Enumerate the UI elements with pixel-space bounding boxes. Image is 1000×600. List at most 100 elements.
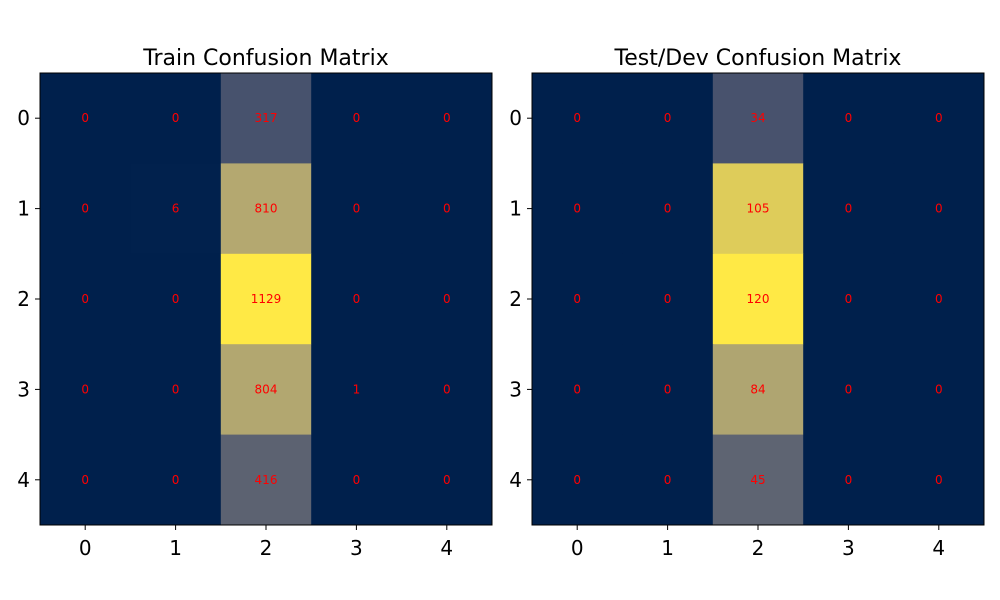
cell-value-label: 1129 bbox=[251, 292, 282, 306]
cell-value-label: 0 bbox=[81, 292, 89, 306]
x-tick-label: 0 bbox=[79, 536, 92, 560]
cell-value-label: 1 bbox=[353, 382, 361, 396]
heatmap-cell bbox=[803, 434, 895, 526]
heatmap-cell bbox=[401, 253, 493, 345]
heatmap-cell bbox=[220, 73, 312, 164]
cell-value-label: 0 bbox=[443, 292, 451, 306]
cell-value-label: 0 bbox=[664, 473, 672, 487]
cell-value-label: 0 bbox=[845, 111, 853, 125]
x-tick-label: 3 bbox=[842, 536, 855, 560]
heatmap-cell bbox=[622, 253, 714, 345]
x-tick-label: 4 bbox=[440, 536, 453, 560]
cell-value-label: 0 bbox=[935, 473, 943, 487]
heatmap-cell bbox=[130, 253, 222, 345]
cell-value-label: 0 bbox=[573, 202, 581, 216]
heatmap-cell bbox=[712, 434, 804, 526]
cell-value-label: 105 bbox=[747, 202, 770, 216]
cell-value-label: 45 bbox=[750, 473, 765, 487]
heatmap-cells bbox=[40, 73, 493, 526]
cell-value-label: 0 bbox=[353, 473, 361, 487]
cell-value-label: 0 bbox=[935, 292, 943, 306]
cell-value-label: 0 bbox=[81, 473, 89, 487]
heatmap-cell bbox=[893, 253, 985, 345]
chart-title: Train Confusion Matrix bbox=[142, 46, 388, 71]
heatmap-cell bbox=[220, 163, 312, 255]
cell-value-label: 0 bbox=[81, 111, 89, 125]
x-tick-label: 4 bbox=[932, 536, 945, 560]
cell-value-label: 0 bbox=[664, 292, 672, 306]
cell-value-label: 0 bbox=[172, 292, 180, 306]
cell-value-label: 0 bbox=[573, 382, 581, 396]
chart-title: Test/Dev Confusion Matrix bbox=[614, 46, 902, 71]
heatmap-cell bbox=[130, 434, 222, 526]
y-tick-label: 1 bbox=[17, 197, 30, 221]
y-tick-label: 2 bbox=[509, 287, 522, 311]
heatmap-cells bbox=[532, 73, 985, 526]
heatmap-cell bbox=[532, 163, 623, 255]
cell-value-label: 0 bbox=[81, 202, 89, 216]
cell-value-label: 416 bbox=[255, 473, 278, 487]
cell-value-label: 0 bbox=[172, 382, 180, 396]
cell-annotations: 0 0 317 0 0 0 6 810 0 0 0 0 1129 0 0 0 0 804 1 0 0 0 416 0 0 bbox=[81, 111, 450, 487]
heatmap-cell bbox=[532, 344, 623, 436]
cell-value-label: 0 bbox=[443, 382, 451, 396]
cell-value-label: 0 bbox=[172, 473, 180, 487]
heatmap-cell bbox=[532, 253, 623, 345]
heatmap-cell bbox=[803, 344, 895, 436]
cell-value-label: 810 bbox=[255, 202, 278, 216]
y-tick-label: 3 bbox=[509, 377, 522, 401]
heatmap-cell bbox=[220, 253, 312, 345]
heatmap-cell bbox=[130, 73, 222, 164]
y-axis-ticks: 0 1 2 3 4 bbox=[509, 106, 532, 492]
cell-value-label: 0 bbox=[935, 382, 943, 396]
heatmap-cell bbox=[40, 344, 131, 436]
cell-value-label: 0 bbox=[353, 202, 361, 216]
cell-value-label: 0 bbox=[935, 202, 943, 216]
y-tick-label: 0 bbox=[509, 106, 522, 130]
heatmap-cell bbox=[803, 73, 895, 164]
heatmap-cell bbox=[622, 73, 714, 164]
cell-value-label: 120 bbox=[747, 292, 770, 306]
cell-value-label: 0 bbox=[935, 111, 943, 125]
heatmap-cell bbox=[311, 73, 403, 164]
x-tick-label: 3 bbox=[350, 536, 363, 560]
heatmap-cell bbox=[40, 73, 131, 164]
heatmap-cell bbox=[712, 73, 804, 164]
cell-value-label: 84 bbox=[750, 382, 765, 396]
heatmap-cell bbox=[712, 253, 804, 345]
heatmap-cell bbox=[40, 253, 131, 345]
x-axis-ticks: 0 1 2 3 4 bbox=[79, 525, 453, 560]
heatmap-cell bbox=[311, 434, 403, 526]
cell-value-label: 0 bbox=[845, 292, 853, 306]
x-tick-label: 0 bbox=[571, 536, 584, 560]
heatmap-cell bbox=[401, 73, 493, 164]
cell-value-label: 34 bbox=[750, 111, 765, 125]
cell-value-label: 0 bbox=[172, 111, 180, 125]
x-tick-label: 2 bbox=[260, 536, 273, 560]
heatmap-cell bbox=[622, 163, 714, 255]
heatmap-cell bbox=[893, 344, 985, 436]
heatmap-cell bbox=[532, 73, 623, 164]
cell-value-label: 0 bbox=[664, 111, 672, 125]
y-tick-label: 1 bbox=[509, 197, 522, 221]
cell-value-label: 0 bbox=[573, 111, 581, 125]
heatmap-cell bbox=[40, 163, 131, 255]
heatmap-cell bbox=[803, 253, 895, 345]
cell-value-label: 0 bbox=[845, 202, 853, 216]
cell-value-label: 0 bbox=[664, 202, 672, 216]
heatmap-cell bbox=[532, 434, 623, 526]
x-tick-label: 2 bbox=[752, 536, 765, 560]
heatmap-cell bbox=[220, 344, 312, 436]
y-tick-label: 2 bbox=[17, 287, 30, 311]
y-tick-label: 4 bbox=[17, 468, 30, 492]
heatmap-cell bbox=[220, 434, 312, 526]
y-tick-label: 4 bbox=[509, 468, 522, 492]
heatmap-cell bbox=[40, 434, 131, 526]
cell-value-label: 0 bbox=[353, 292, 361, 306]
cell-value-label: 0 bbox=[443, 111, 451, 125]
cell-value-label: 0 bbox=[353, 111, 361, 125]
heatmap-cell bbox=[130, 163, 222, 255]
cell-annotations: 0 0 34 0 0 0 0 105 0 0 0 0 120 0 0 0 0 84 0 0 0 0 45 0 0 bbox=[573, 111, 942, 487]
heatmap-cell bbox=[401, 163, 493, 255]
heatmap-cell bbox=[893, 163, 985, 255]
